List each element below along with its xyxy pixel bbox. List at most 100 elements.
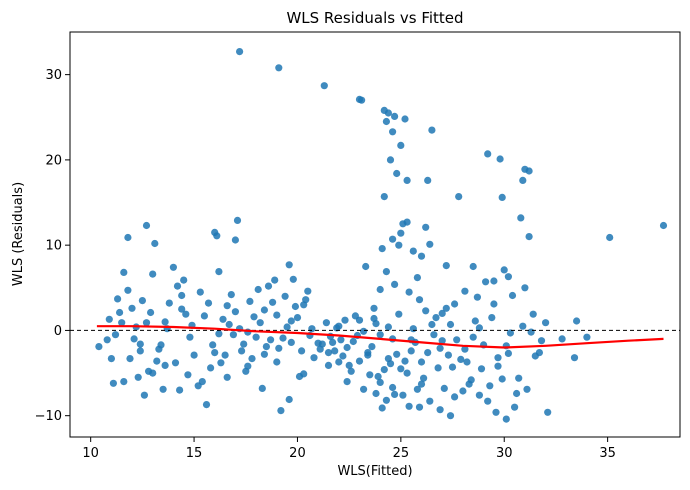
data-point <box>391 280 399 288</box>
data-point <box>147 308 155 317</box>
data-point <box>376 285 384 294</box>
data-point <box>519 176 527 184</box>
data-point <box>393 169 401 178</box>
data-point <box>477 365 486 373</box>
data-point <box>264 282 273 290</box>
data-point <box>196 288 204 296</box>
data-point <box>256 319 264 327</box>
data-point <box>436 406 444 414</box>
points-layer <box>95 48 668 423</box>
data-point <box>287 317 295 325</box>
data-point <box>273 358 281 366</box>
data-point <box>378 245 386 253</box>
data-point <box>324 361 333 369</box>
data-point <box>426 397 434 405</box>
data-point <box>202 401 211 409</box>
data-point <box>128 304 136 312</box>
data-point <box>204 299 213 307</box>
data-point <box>537 337 546 345</box>
data-point <box>442 262 450 270</box>
data-point <box>360 327 368 335</box>
data-point <box>451 393 459 401</box>
x-tick-label: 10 <box>82 446 99 461</box>
data-point <box>337 336 345 344</box>
data-point <box>498 193 506 201</box>
data-point <box>525 233 533 241</box>
data-point <box>120 268 128 276</box>
data-point <box>213 232 221 240</box>
data-point <box>401 115 409 123</box>
x-tick-label: 20 <box>289 446 306 461</box>
data-point <box>227 291 235 299</box>
data-point <box>333 324 341 332</box>
data-point <box>184 371 192 379</box>
data-point <box>417 380 426 388</box>
data-point <box>453 336 461 344</box>
data-point <box>504 273 512 281</box>
data-point <box>331 347 339 355</box>
data-point <box>103 336 111 344</box>
data-point <box>118 319 126 327</box>
data-point <box>432 314 440 322</box>
data-point <box>176 386 184 394</box>
data-point <box>570 354 579 362</box>
data-point <box>494 362 502 370</box>
data-point <box>114 295 122 303</box>
data-point <box>440 384 448 392</box>
data-point <box>415 296 424 304</box>
data-point <box>583 333 591 341</box>
data-point <box>161 318 169 326</box>
data-point <box>508 291 517 300</box>
data-point <box>142 221 151 230</box>
data-point <box>573 317 581 325</box>
data-point <box>403 176 411 184</box>
data-point <box>149 270 157 278</box>
data-point <box>370 314 378 323</box>
data-point <box>482 278 490 286</box>
data-point <box>434 364 442 372</box>
data-point <box>105 315 113 323</box>
data-point <box>461 287 469 295</box>
data-point <box>252 333 260 341</box>
data-point <box>471 317 479 325</box>
y-tick-label: −10 <box>35 409 62 424</box>
data-point <box>262 343 270 351</box>
data-point <box>405 402 413 410</box>
data-point <box>527 328 535 336</box>
data-point <box>510 403 519 411</box>
y-axis-ticks: −10 0 10 20 30 <box>35 68 70 424</box>
data-point <box>254 285 262 294</box>
data-point <box>401 357 409 365</box>
data-point <box>380 193 388 201</box>
data-point <box>308 325 316 333</box>
data-point <box>473 293 481 301</box>
data-point <box>500 266 508 274</box>
data-point <box>345 361 353 369</box>
data-point <box>382 117 390 126</box>
data-point <box>136 347 144 355</box>
data-point <box>438 309 446 317</box>
data-point <box>426 240 434 248</box>
data-point <box>413 274 421 282</box>
chart-title: WLS Residuals vs Fitted <box>286 9 463 27</box>
data-point <box>397 141 405 149</box>
data-point <box>362 262 370 271</box>
data-point <box>519 322 527 330</box>
data-point <box>116 308 124 317</box>
data-point <box>289 275 297 283</box>
x-tick-label: 30 <box>496 446 513 461</box>
data-point <box>281 292 289 300</box>
data-point <box>451 300 459 308</box>
data-point <box>248 355 256 363</box>
data-point <box>304 287 312 295</box>
data-point <box>285 395 293 404</box>
data-point <box>273 311 281 319</box>
data-point <box>339 352 347 360</box>
data-point <box>382 268 390 276</box>
data-point <box>386 156 395 164</box>
data-point <box>415 403 424 411</box>
data-point <box>436 344 444 352</box>
data-point <box>372 389 380 398</box>
data-point <box>475 391 483 399</box>
data-point <box>428 126 436 134</box>
